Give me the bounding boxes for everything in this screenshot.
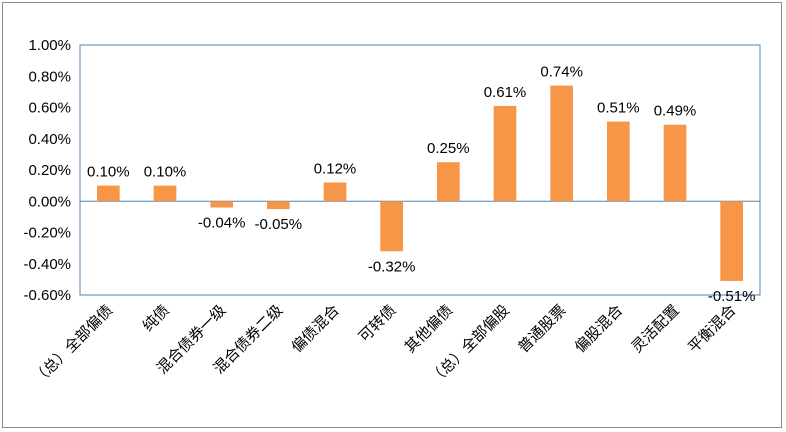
data-labels: 0.10% 0.10% -0.04% -0.05% 0.12% -0.32% 0.25% 0.… — [87, 64, 755, 305]
y-tick-label: 0.60% — [28, 100, 71, 117]
x-category-label: 其他偏债 — [401, 301, 456, 356]
y-tick-label: 0.80% — [28, 68, 71, 85]
y-tick-label: -0.40% — [23, 256, 71, 273]
y-tick-label: 0.00% — [28, 193, 71, 210]
bar — [97, 185, 120, 202]
x-category-label: 灵活配置 — [628, 301, 683, 356]
bar — [663, 124, 687, 202]
bar — [607, 121, 630, 202]
x-category-label: 偏债混合 — [288, 301, 343, 356]
x-category-label: 可转债 — [355, 301, 400, 346]
x-category-label: 偏股混合 — [571, 301, 626, 356]
bar — [153, 185, 177, 202]
bar — [720, 201, 743, 281]
bar — [323, 182, 347, 202]
y-axis-ticks: 1.00% 0.80% 0.60% 0.40% 0.20% 0.00% -0.20% -0.4… — [23, 37, 71, 304]
bar — [210, 201, 233, 208]
data-label: -0.04% — [198, 215, 246, 232]
y-tick-label: -0.60% — [23, 287, 71, 304]
bar — [493, 105, 517, 202]
y-tick-label: -0.20% — [23, 225, 71, 242]
data-label: 0.25% — [427, 140, 470, 157]
bar — [267, 201, 290, 210]
data-label: 0.74% — [540, 64, 583, 81]
data-label: -0.51% — [708, 288, 756, 305]
x-category-label: 纯债 — [139, 301, 173, 335]
bar — [380, 201, 403, 252]
data-label: -0.05% — [255, 216, 303, 233]
bar — [550, 85, 573, 202]
x-axis-labels: （总）全部偏债 纯债混合债券一级混合债券二级 偏债混合 可转债 其他偏债（总）全部偏股普… — [29, 301, 739, 388]
data-label: -0.32% — [368, 258, 416, 275]
y-tick-label: 1.00% — [28, 37, 71, 54]
data-label: 0.61% — [484, 84, 527, 101]
y-tick-label: 0.40% — [28, 131, 71, 148]
data-label: 0.49% — [654, 103, 697, 120]
bar — [437, 162, 460, 202]
data-label: 0.51% — [597, 100, 640, 117]
data-label: 0.10% — [144, 164, 187, 181]
data-label: 0.12% — [314, 161, 357, 178]
data-label: 0.10% — [87, 164, 130, 181]
y-tick-label: 0.20% — [28, 162, 71, 179]
bars — [97, 85, 743, 281]
x-category-label: 平衡混合 — [684, 301, 739, 356]
x-category-label: 普通股票 — [514, 301, 569, 356]
x-category-label: （总）全部偏债 — [29, 301, 116, 388]
plot-area — [79, 44, 761, 296]
